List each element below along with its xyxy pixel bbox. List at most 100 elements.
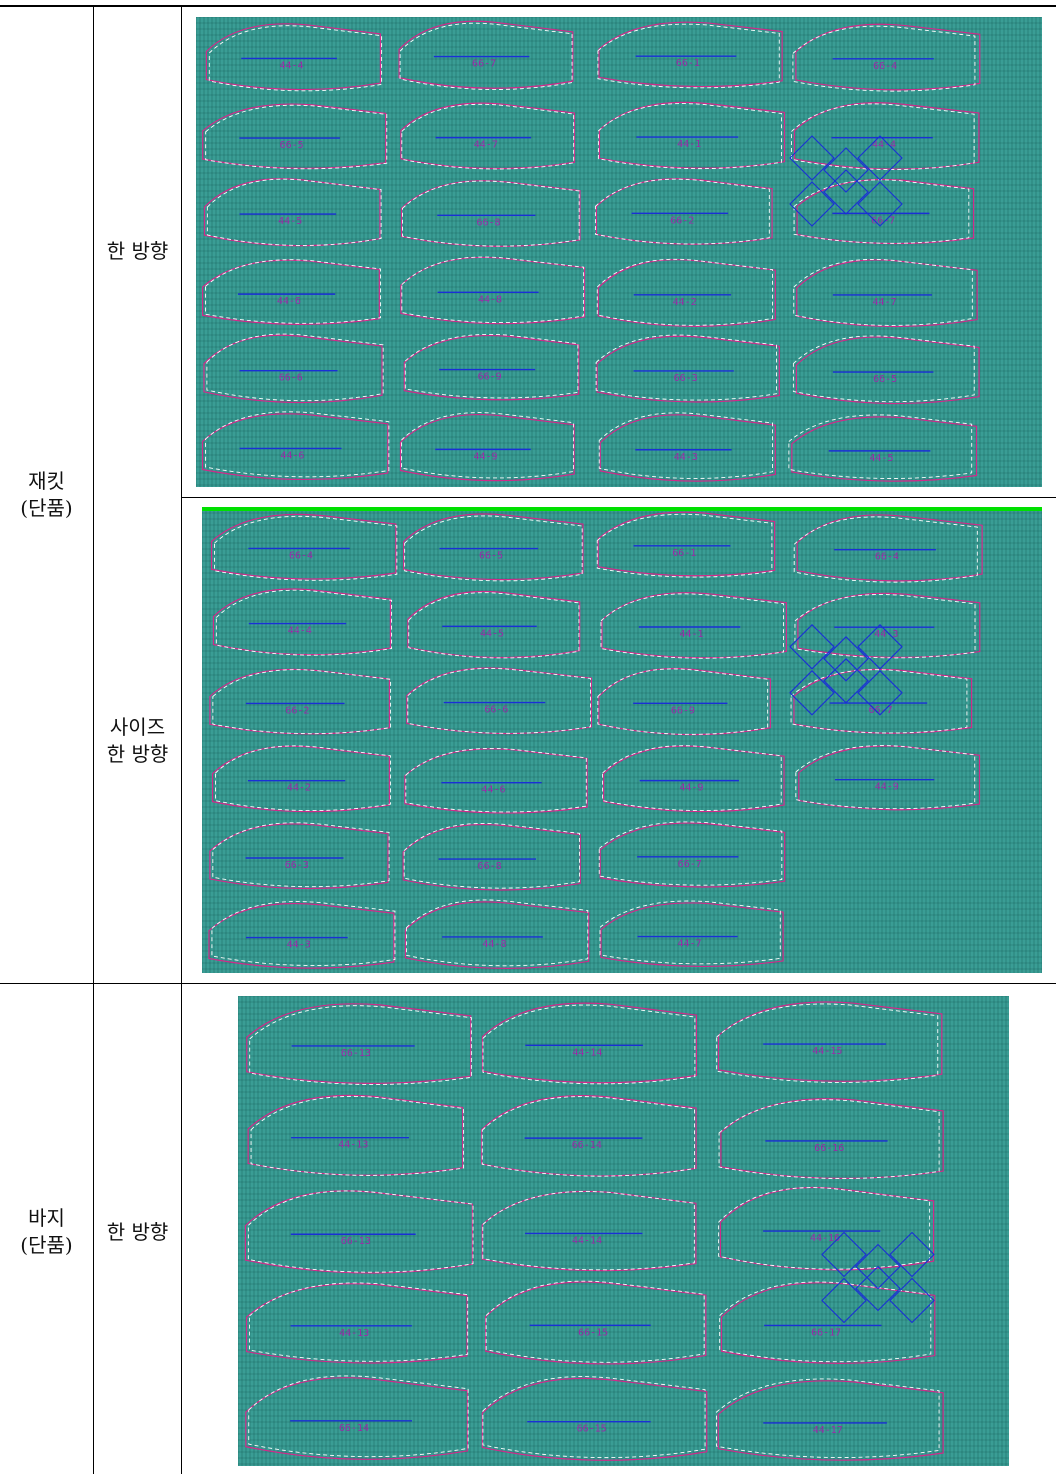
pattern-piece	[596, 335, 780, 403]
piece-label: 66-2	[670, 215, 694, 226]
seam-line	[598, 821, 783, 886]
piece-label: 66-17	[811, 1327, 841, 1338]
piece-label: 44-7	[873, 297, 897, 308]
seam-line	[205, 104, 388, 170]
piece-label: 44-9	[679, 783, 703, 794]
pattern-piece	[796, 178, 975, 245]
piece-label: 44-7	[677, 939, 701, 950]
seam-line	[404, 515, 583, 582]
piece-label: 44-5	[869, 453, 893, 464]
piece-label: 44-8	[478, 294, 502, 305]
piece-label: 66-1	[672, 548, 696, 559]
piece-label: 66-8	[476, 217, 500, 228]
table-top-rule	[0, 5, 1056, 7]
piece-label: 66-13	[341, 1048, 371, 1059]
seam-line	[403, 822, 580, 889]
pattern-piece	[246, 1003, 472, 1084]
piece-label: 44-5	[278, 216, 302, 227]
piece-label: 44-9	[875, 782, 899, 793]
pattern-piece	[403, 335, 580, 401]
piece-label: 66-4	[875, 552, 899, 563]
piece-label: 44-6	[481, 785, 505, 796]
piece-label: 66-16	[814, 1143, 844, 1154]
seam-line	[212, 669, 391, 735]
piece-label: 44-13	[339, 1328, 369, 1339]
category-pants: 바지 (단품)	[20, 1206, 73, 1257]
piece-label: 66-5	[873, 374, 897, 385]
seam-line	[792, 25, 976, 92]
piece-label: 66-14	[339, 1423, 369, 1434]
pattern-piece	[599, 414, 776, 482]
piece-label: 44-14	[572, 1235, 602, 1246]
pattern-piece	[407, 590, 581, 659]
piece-label: 44-16	[810, 1233, 840, 1244]
bias-piece	[857, 135, 903, 181]
method-jacket-one-way: 한 방향	[106, 239, 169, 263]
pattern-piece	[399, 413, 575, 482]
piece-label: 66-3	[674, 373, 698, 384]
piece-label: 44-5	[480, 628, 504, 639]
piece-label: 44-4	[872, 140, 896, 151]
marker-svg: 66-13 44-13 66-13 44-13 66-14 44-14 66-14 44-14…	[238, 996, 1009, 1466]
seam-line	[718, 1187, 931, 1270]
marker-jacket-size-one-way: 66-4 44-4 66-2 44-2 66-3 44-3 66-5 44-5 66-6 44-6…	[202, 507, 1042, 973]
bias-piece	[857, 624, 903, 670]
seam-line	[792, 335, 975, 403]
piece-label: 66-15	[578, 1327, 608, 1338]
piece-label: 44-17	[813, 1425, 843, 1436]
table-row-divider-2	[0, 983, 1056, 984]
pattern-piece	[201, 413, 389, 481]
seam-line	[247, 1190, 474, 1273]
seam-line	[719, 1281, 932, 1363]
seam-line	[405, 899, 589, 967]
piece-label: 66-8	[478, 861, 502, 872]
seam-line	[401, 256, 585, 324]
pattern-piece	[791, 416, 978, 482]
pattern-piece	[210, 513, 397, 580]
piece-label: 44-1	[677, 139, 701, 150]
piece-label: 66-13	[341, 1236, 371, 1247]
seam-line	[596, 513, 773, 578]
piece-label: 44-6	[277, 296, 301, 307]
piece-label: 66-6	[484, 705, 508, 716]
piece-label: 66-5	[479, 551, 503, 562]
seam-line	[482, 1004, 696, 1085]
piece-label: 44-4	[288, 626, 312, 637]
seam-line	[250, 1095, 464, 1176]
piece-label: 44-4	[279, 60, 303, 71]
method-jacket-size-one-way: 사이즈 한 방향	[106, 715, 169, 766]
table-row-divider-1	[181, 497, 1056, 498]
pattern-piece	[598, 101, 786, 169]
seam-line	[205, 259, 381, 324]
seam-line	[214, 515, 398, 581]
seam-line	[481, 1096, 695, 1177]
piece-label: 44-9	[473, 451, 497, 462]
pattern-piece	[481, 1377, 708, 1461]
bias-piece	[855, 1243, 901, 1290]
pattern-piece	[481, 1002, 698, 1084]
piece-label: 44-13	[338, 1140, 368, 1151]
seam-line	[793, 516, 978, 583]
pattern-piece	[205, 23, 382, 91]
pattern-piece	[796, 514, 983, 582]
piece-label: 66-6	[279, 373, 303, 384]
table-col-divider-2	[181, 7, 182, 1474]
seam-line	[205, 411, 390, 478]
piece-label: 66-3	[285, 860, 309, 871]
pattern-piece	[717, 1380, 944, 1461]
marker-jacket-one-way: 44-4 66-5 44-5 44-6 66-6 44-6 66-7 44-7 66-8 44-8…	[196, 17, 1042, 487]
seam-line	[206, 333, 384, 402]
piece-label: 44-1	[679, 629, 703, 640]
pattern-piece	[598, 21, 783, 88]
pattern-piece	[403, 513, 584, 581]
seam-line	[793, 179, 970, 244]
pattern-piece	[481, 1095, 697, 1177]
piece-label: 44-2	[673, 297, 697, 308]
piece-label: 66-7	[678, 859, 702, 870]
piece-label: 66-7	[472, 59, 496, 70]
bias-piece	[823, 636, 869, 682]
seam-line	[208, 25, 383, 92]
bias-piece	[821, 1277, 867, 1324]
pattern-piece	[795, 23, 981, 91]
seam-line	[602, 745, 782, 811]
